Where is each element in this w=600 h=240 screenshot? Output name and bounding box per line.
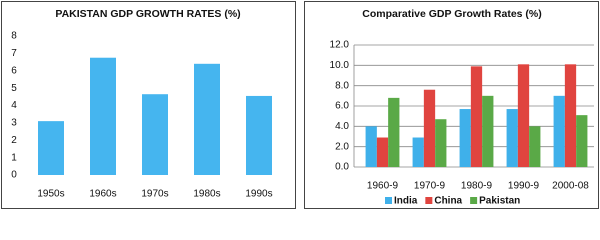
- legend-label: China: [434, 196, 462, 207]
- y-tick-label: 2: [11, 135, 17, 146]
- bar: [470, 66, 483, 167]
- bar: [576, 115, 588, 167]
- bar: [246, 95, 272, 175]
- bar: [90, 57, 116, 175]
- panel-border: [304, 1, 599, 209]
- chart-title: Comparative GDP Growth Rates (%): [362, 8, 542, 20]
- y-tick-label: 8: [11, 31, 17, 42]
- x-tick-label: 2000-08: [552, 181, 589, 192]
- y-tick-label: 4.0: [335, 121, 349, 132]
- x-tick-label: 1960-9: [367, 181, 399, 192]
- legend-swatch: [385, 197, 392, 204]
- bar: [529, 126, 541, 167]
- y-tick-label: 6: [11, 65, 17, 76]
- legend-label: Pakistan: [479, 196, 520, 207]
- legend-swatch: [470, 197, 478, 204]
- y-tick-label: 3: [11, 118, 17, 129]
- bar: [388, 97, 400, 167]
- y-tick-label: 10.0: [330, 60, 350, 71]
- bar: [435, 119, 447, 167]
- bar: [38, 121, 64, 175]
- y-tick-label: 4: [11, 100, 17, 111]
- y-tick-label: 5: [11, 83, 17, 94]
- figure: PAKISTAN GDP GROWTH RATES (%) 0 1 2 3 4 5 6 7 8 19…: [1, 1, 599, 209]
- bar: [412, 137, 424, 167]
- bar: [517, 64, 530, 167]
- y-tick-label: 12.0: [330, 40, 350, 51]
- x-tick-label: 1980-9: [461, 181, 493, 192]
- bar: [423, 89, 436, 167]
- bar: [459, 109, 471, 167]
- y-tick-label: 1: [11, 152, 17, 163]
- y-tick-label: 7: [11, 48, 17, 59]
- x-tick-label: 1990s: [245, 189, 272, 200]
- x-tick-label: 1970s: [141, 189, 168, 200]
- panel-border: [1, 1, 296, 209]
- bar: [482, 95, 494, 167]
- x-tick-label: 1980s: [193, 189, 220, 200]
- legend-label: India: [394, 196, 418, 207]
- x-tick-label: 1970-9: [414, 181, 446, 192]
- bar: [142, 94, 168, 175]
- y-tick-label: 0.0: [335, 162, 349, 173]
- bar: [194, 63, 220, 175]
- y-tick-label: 8.0: [335, 80, 349, 91]
- y-tick-label: 0: [11, 170, 17, 181]
- x-tick-label: 1960s: [89, 189, 116, 200]
- bar: [365, 126, 377, 167]
- x-tick-label: 1990-9: [508, 181, 540, 192]
- bar: [376, 137, 389, 167]
- chart-title: PAKISTAN GDP GROWTH RATES (%): [55, 8, 240, 20]
- y-tick-label: 6.0: [335, 101, 349, 112]
- bar: [564, 64, 577, 167]
- y-tick-label: 2.0: [335, 141, 349, 152]
- legend-swatch: [425, 197, 433, 204]
- bar: [553, 95, 565, 167]
- x-tick-label: 1950s: [37, 189, 64, 200]
- bar: [506, 109, 518, 167]
